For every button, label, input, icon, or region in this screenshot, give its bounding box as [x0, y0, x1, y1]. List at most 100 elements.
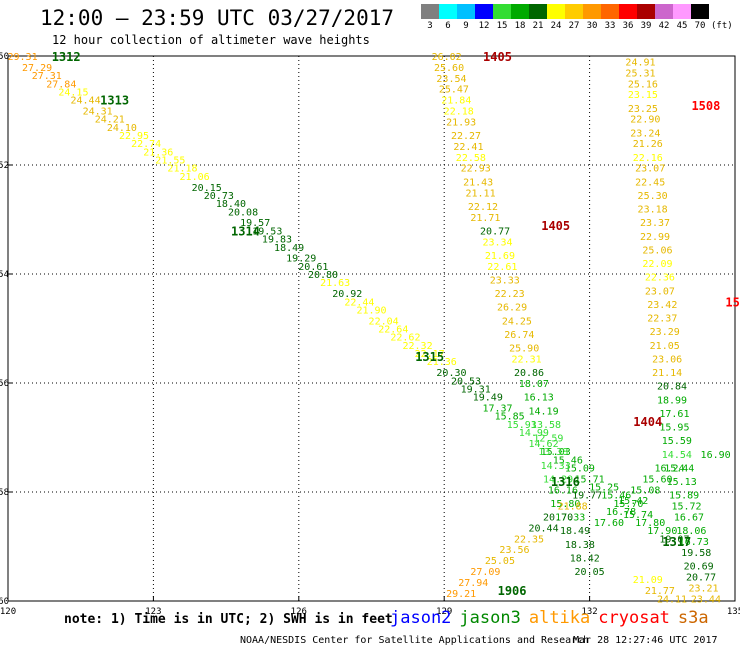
legend-label: 18 — [514, 21, 526, 31]
wave-height-value: 22.23 — [495, 289, 525, 300]
y-tick-label: -52 — [0, 161, 9, 171]
wave-height-value: 14.33 — [541, 461, 571, 472]
legend-label: 9 — [463, 21, 469, 31]
legend-label: 6 — [445, 21, 451, 31]
wave-height-value: 22.09 — [642, 259, 672, 270]
wave-height-value: 23.29 — [650, 327, 680, 338]
wave-height-value: 21.77 — [645, 586, 675, 597]
legend-swatch — [493, 4, 511, 19]
wave-height-value: 21.09 — [633, 575, 663, 586]
wave-height-value: 22.99 — [640, 232, 670, 243]
wave-height-value: 19.31 — [461, 384, 491, 395]
satellite-name: s3a — [677, 608, 709, 628]
wave-height-value: 16.73 — [679, 537, 709, 548]
wave-height-value: 20.61 — [298, 262, 328, 273]
wave-height-value: 20.44 — [529, 523, 559, 534]
x-tick-label: 129 — [436, 607, 452, 617]
wave-height-value: 27.84 — [46, 79, 76, 90]
legend-label: 70 — [694, 21, 706, 31]
legend-label: 39 — [640, 21, 652, 31]
legend-swatch — [655, 4, 673, 19]
legend-label: 30 — [586, 21, 598, 31]
wave-height-value: 23.42 — [647, 300, 677, 311]
wave-height-value: 22.16 — [633, 153, 663, 164]
wave-height-value: 23.54 — [436, 74, 466, 85]
plot-border — [7, 55, 736, 602]
wave-height-value: 19.77 — [572, 491, 602, 502]
legend-label: 24 — [550, 21, 562, 31]
wave-height-value: 15.70 — [613, 499, 643, 510]
wave-height-value: 23.18 — [638, 205, 668, 216]
wave-height-value: 25.31 — [625, 68, 655, 79]
wave-height-value: 20.84 — [657, 382, 687, 393]
wave-height-value: 15.13 — [667, 477, 697, 488]
wave-height-value: 20.73 — [204, 191, 234, 202]
wave-height-value: 17.60 — [594, 518, 624, 529]
wave-height-value: 22.37 — [647, 314, 677, 325]
wave-height-value: 27.09 — [470, 567, 500, 578]
legend-label: 3 — [427, 21, 433, 31]
wave-height-value: 21.63 — [320, 278, 350, 289]
wave-height-value: 15.74 — [623, 510, 653, 521]
wave-height-value: 22.41 — [453, 142, 483, 153]
wave-height-value: 20.80 — [308, 270, 338, 281]
pass-number-label: 1906 — [498, 584, 527, 598]
wave-height-value: 23.25 — [628, 104, 658, 115]
legend-swatch — [511, 4, 529, 19]
legend-swatch — [691, 4, 709, 19]
wave-height-value: 24.91 — [625, 57, 655, 68]
pass-number-label: 1507 — [725, 295, 740, 309]
wave-height-value: 15.46 — [553, 455, 583, 466]
wave-height-value: 27.31 — [32, 71, 62, 82]
wave-height-value: 19.29 — [286, 254, 316, 265]
wave-height-value: 13.58 — [531, 420, 561, 431]
x-tick-label: 132 — [581, 607, 597, 617]
wave-height-value: 16.13 — [524, 393, 554, 404]
wave-height-value: 15.60 — [642, 474, 672, 485]
wave-height-value: 20.77 — [686, 572, 716, 583]
wave-height-value: 22.44 — [344, 297, 374, 308]
wave-height-value: 24.21 — [95, 115, 125, 126]
legend-swatch — [619, 4, 637, 19]
wave-height-value: 21.84 — [441, 96, 471, 107]
y-tick-label: -60 — [0, 597, 9, 607]
legend-swatch — [565, 4, 583, 19]
pass-number-label: 1316 — [551, 475, 580, 489]
wave-height-value: 18.07 — [519, 379, 549, 390]
legend-swatch — [673, 4, 691, 19]
data-points: 29.3127.2927.3127.8424.1524.4424.3124.21… — [7, 52, 730, 605]
chart-subtitle: 12 hour collection of altimeter wave hei… — [52, 33, 370, 47]
wave-height-value: 17.61 — [659, 409, 689, 420]
wave-height-value: 22.90 — [630, 115, 660, 126]
wave-height-value: 21.26 — [633, 139, 663, 150]
satellite-legend: jason2 jason3 altika cryosat s3a — [390, 608, 717, 628]
wave-height-value: 22.64 — [378, 325, 408, 336]
wave-height-value: 23.56 — [499, 545, 529, 556]
wave-height-value: 19.49 — [473, 393, 503, 404]
legend-label: 42 — [658, 21, 670, 31]
wave-height-value: 21.36 — [143, 147, 173, 158]
pass-number-label: 1404 — [633, 415, 662, 429]
x-tick-label: 123 — [145, 607, 161, 617]
wave-height-value: 29.31 — [7, 52, 37, 63]
wave-height-value: 18.99 — [657, 395, 687, 406]
wave-height-value: 14.29 — [543, 474, 573, 485]
wave-height-value: 21.88 — [558, 502, 588, 513]
x-tick-label: 120 — [0, 607, 16, 617]
wave-height-value: 25.16 — [628, 79, 658, 90]
wave-height-value: 15.95 — [659, 423, 689, 434]
wave-height-value: 19.07 — [659, 534, 689, 545]
wave-height-value: 22.62 — [390, 333, 420, 344]
wave-height-value: 26.74 — [504, 330, 534, 341]
legend-swatch — [421, 4, 439, 19]
footnote: note: 1) Time is in UTC; 2) SWH is in fe… — [64, 612, 393, 627]
wave-height-value: 22.58 — [456, 153, 486, 164]
wave-height-value: 19.57 — [240, 218, 270, 229]
axis-ticks: 120 123 126 129 132 135 -50 -52 -54 -56 -58 -60 — [0, 52, 740, 617]
wave-height-value: 17.80 — [635, 518, 665, 529]
wave-height-value: 27.94 — [458, 578, 488, 589]
wave-height-value: 21.55 — [155, 156, 185, 167]
wave-height-value: 23.06 — [652, 354, 682, 365]
wave-height-value: 22.17 — [415, 349, 445, 360]
y-tick-label: -54 — [0, 270, 9, 280]
